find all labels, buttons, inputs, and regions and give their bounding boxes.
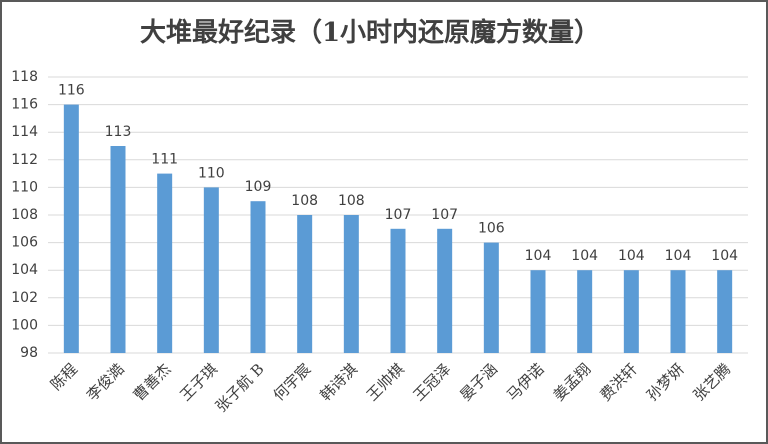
bar (390, 228, 406, 353)
y-tick-label: 102 (11, 290, 38, 306)
y-tick-label: 114 (11, 124, 38, 140)
y-tick-label: 100 (11, 317, 38, 333)
bar (483, 242, 499, 353)
data-label: 110 (198, 165, 225, 181)
y-tick-label: 106 (11, 235, 38, 251)
chart-title: 大堆最好纪录（1小时内还原魔方数量） (140, 17, 600, 48)
bar (670, 270, 686, 353)
data-label: 104 (711, 248, 738, 264)
bar (577, 270, 593, 353)
y-tick-label: 112 (11, 152, 38, 168)
data-label: 104 (571, 248, 598, 264)
y-tick-label: 116 (11, 97, 38, 113)
bar (717, 270, 733, 353)
data-label: 108 (291, 193, 318, 209)
data-label: 104 (665, 248, 692, 264)
data-label: 104 (525, 248, 552, 264)
bar (63, 104, 79, 353)
data-label: 111 (151, 152, 178, 168)
data-label: 107 (385, 207, 412, 223)
bar (250, 201, 266, 353)
bar (203, 187, 219, 353)
data-label: 113 (105, 124, 132, 140)
y-tick-label: 104 (11, 262, 38, 278)
y-tick-label: 110 (11, 179, 38, 195)
y-tick-label: 108 (11, 207, 38, 223)
bar (110, 146, 126, 353)
bar (530, 270, 546, 353)
data-label: 107 (431, 207, 458, 223)
bar (157, 173, 173, 353)
bar (437, 228, 453, 353)
data-label: 104 (618, 248, 645, 264)
data-label: 109 (245, 179, 272, 195)
data-label: 116 (58, 83, 85, 99)
data-label: 106 (478, 221, 505, 237)
bar (343, 215, 359, 353)
bar (623, 270, 639, 353)
y-tick-label: 118 (11, 69, 38, 85)
bar (297, 215, 313, 353)
data-label: 108 (338, 193, 365, 209)
y-tick-label: 98 (20, 345, 38, 361)
